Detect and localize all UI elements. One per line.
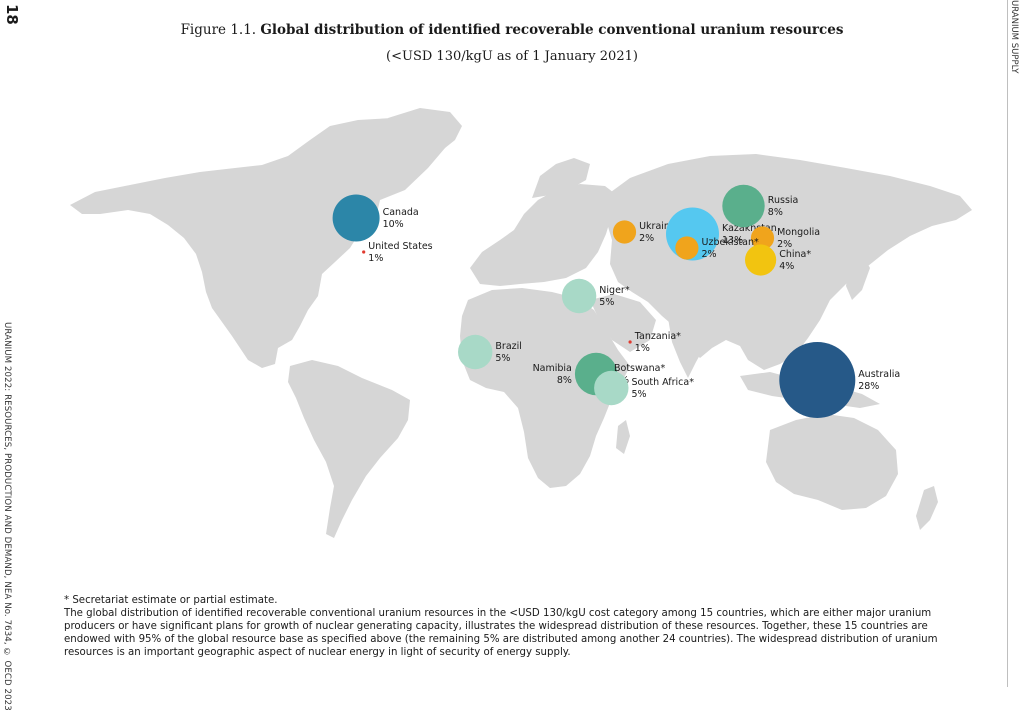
label-country-russia: Russia bbox=[768, 195, 799, 206]
label-country-united-states: United States bbox=[368, 241, 432, 252]
landmass-india bbox=[668, 314, 712, 378]
label-value-brazil: 5% bbox=[495, 353, 510, 364]
figure-label: Figure 1.1. bbox=[180, 22, 261, 38]
bubble-tanzania bbox=[628, 340, 632, 344]
label-country-namibia: Namibia bbox=[533, 363, 572, 374]
landmass-europe bbox=[470, 184, 618, 286]
label-country-south-africa: South Africa* bbox=[632, 377, 695, 388]
running-footer-publication: URANIUM 2022: RESOURCES, PRODUCTION AND … bbox=[2, 322, 12, 711]
landmass-south-america bbox=[288, 360, 410, 538]
landmass-australia bbox=[766, 414, 898, 510]
label-value-china: 4% bbox=[779, 261, 794, 272]
bubble-canada bbox=[332, 194, 380, 242]
label-value-south-africa: 5% bbox=[632, 389, 647, 400]
label-value-ukraine: 2% bbox=[639, 233, 654, 244]
landmass-new-zealand bbox=[916, 486, 938, 530]
land-masses bbox=[70, 108, 972, 538]
label-country-uzbekistan: Uzbekistan* bbox=[702, 237, 759, 248]
bubble-south-africa bbox=[594, 370, 629, 406]
bubble-niger bbox=[561, 278, 597, 314]
footnote-asterisk: * Secretariat estimate or partial estima… bbox=[64, 595, 278, 606]
label-country-tanzania: Tanzania* bbox=[634, 331, 681, 342]
landmass-scandinavia bbox=[532, 158, 590, 198]
label-value-namibia: 8% bbox=[557, 375, 572, 386]
label-value-canada: 10% bbox=[383, 219, 404, 230]
bubble-ukraine bbox=[612, 220, 637, 244]
label-value-kazakhstan: 13% bbox=[722, 235, 743, 246]
label-country-mongolia: Mongolia bbox=[777, 227, 820, 238]
bubble-brazil bbox=[458, 334, 493, 370]
label-value-united-states: 1% bbox=[368, 253, 383, 264]
bubble-russia bbox=[722, 184, 765, 228]
figure-notes: * Secretariat estimate or partial estima… bbox=[64, 594, 974, 659]
page-number: 18 bbox=[3, 4, 21, 25]
running-header-section: URANIUM SUPPLY bbox=[1009, 0, 1019, 74]
label-value-uzbekistan: 2% bbox=[702, 249, 717, 260]
side-rule bbox=[1007, 0, 1008, 687]
landmass-africa bbox=[460, 288, 630, 488]
landmass-arabia bbox=[590, 294, 656, 352]
label-country-kazakhstan: Kazakhstan bbox=[722, 223, 777, 234]
bubble-china bbox=[745, 244, 777, 276]
figure-subtitle: (<USD 130/kgU as of 1 January 2021) bbox=[386, 49, 638, 64]
label-value-mongolia: 2% bbox=[777, 239, 792, 250]
label-value-tanzania: 1% bbox=[635, 343, 650, 354]
label-country-canada: Canada bbox=[383, 207, 419, 218]
label-value-australia: 28% bbox=[858, 381, 879, 392]
landmass-japan bbox=[846, 254, 870, 300]
landmass-madagascar bbox=[616, 420, 630, 454]
bubble-united-states bbox=[362, 250, 366, 254]
label-country-brazil: Brazil bbox=[495, 341, 522, 352]
bubble-australia bbox=[779, 342, 856, 418]
label-value-niger: 5% bbox=[599, 297, 614, 308]
footnote-body: The global distribution of identified re… bbox=[64, 608, 938, 659]
label-country-niger: Niger* bbox=[599, 285, 630, 296]
landmass-north-america bbox=[70, 118, 452, 368]
bubble-uzbekistan bbox=[675, 236, 699, 260]
label-country-australia: Australia bbox=[858, 369, 900, 380]
landmass-greenland bbox=[388, 108, 462, 154]
label-country-botswana: Botswana* bbox=[614, 363, 665, 374]
label-value-russia: 8% bbox=[768, 207, 783, 218]
figure-title-text: Global distribution of identified recove… bbox=[260, 22, 844, 38]
bubble-mongolia bbox=[750, 226, 775, 250]
figure-title: Figure 1.1. Global distribution of ident… bbox=[0, 22, 1024, 38]
label-country-china: China* bbox=[779, 249, 811, 260]
label-country-ukraine: Ukraine bbox=[639, 221, 676, 232]
